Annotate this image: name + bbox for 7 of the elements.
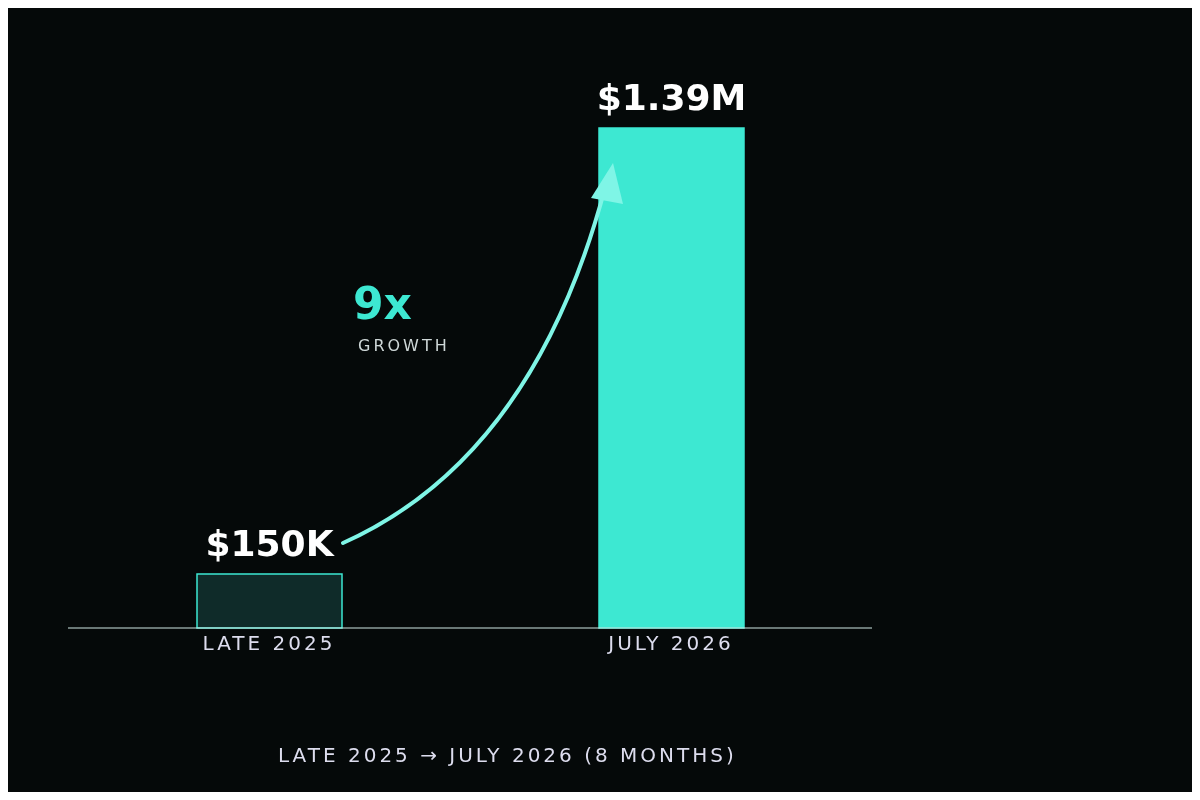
- x-tick-label: LATE 2025: [202, 631, 336, 656]
- data-label: $150K: [205, 523, 335, 565]
- data-label: $1.39M: [596, 77, 747, 118]
- annotation: 9x: [353, 278, 412, 329]
- x-tick-label: JULY 2026: [606, 631, 734, 656]
- annotation: GROWTH: [358, 336, 450, 355]
- text: LATE 2025 → JULY 2026 (8 MONTHS): [278, 743, 737, 767]
